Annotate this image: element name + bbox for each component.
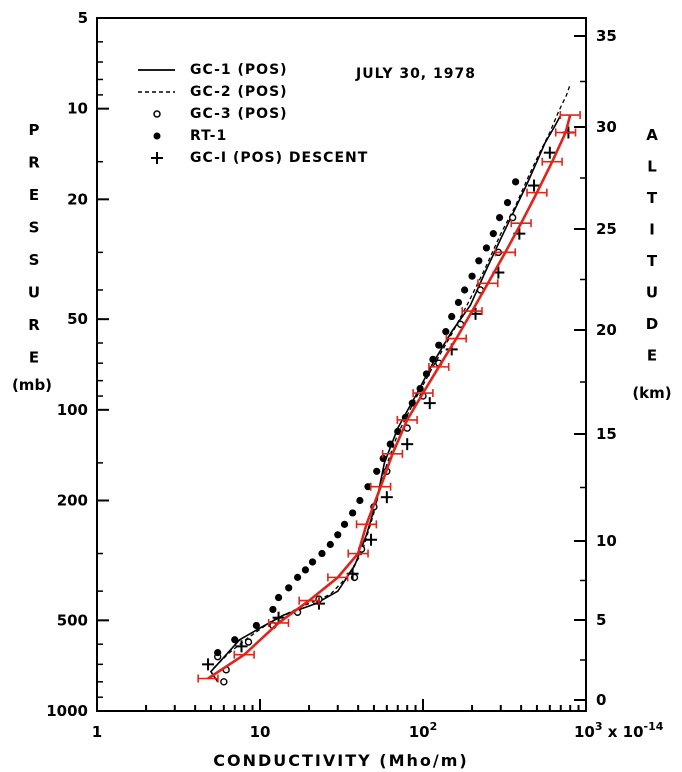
series-line [207,114,572,680]
data-point [442,328,450,336]
y-left-title-letter: S [29,219,40,237]
legend-label: GC-I (POS) DESCENT [190,150,368,166]
x-tick-label: 103 x 10-14 [574,720,664,741]
y-right-unit: (km) [632,384,671,402]
y-left-title-letter: S [29,251,40,269]
legend-label: GC-2 (POS) [190,84,288,100]
legend-label: GC-3 (POS) [190,106,288,122]
data-point [318,549,326,558]
data-point [244,638,253,646]
data-point [356,496,364,505]
data-point [220,678,228,686]
data-point [285,584,293,592]
y-right-title-letter: E [647,347,657,365]
y-right-tick-label: 30 [596,118,617,136]
y-right-title-letter: A [646,126,658,144]
data-point [429,355,437,363]
data-point [394,427,402,436]
data-point [482,244,491,252]
y-left-tick-label: 5 [78,9,88,27]
y-left-tick-label: 10 [67,100,88,118]
y-left-title-letter: R [28,154,40,172]
data-point [461,286,469,294]
x-tick-label: 1 [92,723,102,741]
data-point [503,198,512,207]
y-right-tick-label: 20 [596,321,617,339]
y-right-tick-label: 35 [596,27,617,45]
y-right-tick-label: 15 [596,425,617,443]
x-tick-label: 10 [250,723,271,741]
data-point [408,399,416,407]
y-left-title-letter: P [29,121,40,139]
data-point [475,257,483,265]
y-left-tick-label: 100 [57,401,88,419]
data-point [326,540,334,549]
data-point [269,605,277,614]
y-right-title-letter: T [647,189,658,207]
y-left-tick-label: 1000 [46,702,88,720]
data-point [231,636,239,644]
y-right-title-letter: I [649,221,655,239]
data-point [301,566,310,574]
series-line [213,84,571,669]
data-point [508,213,517,222]
y-left-title-letter: E [29,349,39,367]
y-right-title-letter: L [647,158,657,176]
y-left-tick-label: 50 [67,310,88,328]
data-point [416,384,424,393]
legend-filled-circle-swatch [153,132,161,140]
data-point [454,298,463,307]
y-right-tick-label: 10 [596,532,617,550]
plot-frame [96,17,587,712]
x-axis-title: CONDUCTIVITY (Mho/m) [213,751,468,770]
y-right-tick-label: 25 [596,220,617,238]
data-point [214,649,222,657]
y-left-tick-label: 20 [67,190,88,208]
data-point [386,440,394,448]
data-point [340,520,349,528]
data-point [293,573,302,581]
date-annotation: JULY 30, 1978 [355,66,476,82]
y-left-title-letter: R [28,316,40,334]
data-point [468,272,476,280]
y-left-tick-label: 200 [57,491,88,509]
y-right-tick-label: 5 [596,611,606,629]
legend-label: GC-1 (POS) [190,62,288,78]
x-tick-label: 102 [409,720,438,741]
legend-open-circle-swatch [153,110,161,118]
y-right-title-letter: D [646,315,658,333]
data-point [489,230,497,238]
data-point [435,341,443,349]
y-right-tick-label: 0 [596,691,606,709]
y-left-title-letter: U [28,284,40,302]
y-right-title-letter: U [646,284,658,302]
y-left-tick-label: 500 [57,611,88,629]
y-left-unit: (mb) [12,376,52,394]
data-point [512,178,520,186]
data-point [379,454,387,463]
data-point [274,593,283,602]
data-point [373,467,381,475]
data-point [422,370,431,378]
data-point [364,483,372,491]
legend-label: RT-1 [190,128,227,144]
data-point [308,558,317,566]
y-left-title-letter: E [29,186,39,204]
data-point [349,509,357,517]
data-point [252,621,260,630]
data-point [495,214,504,222]
y-right-title-letter: T [647,252,658,270]
data-point [448,312,456,321]
data-point [334,531,342,539]
